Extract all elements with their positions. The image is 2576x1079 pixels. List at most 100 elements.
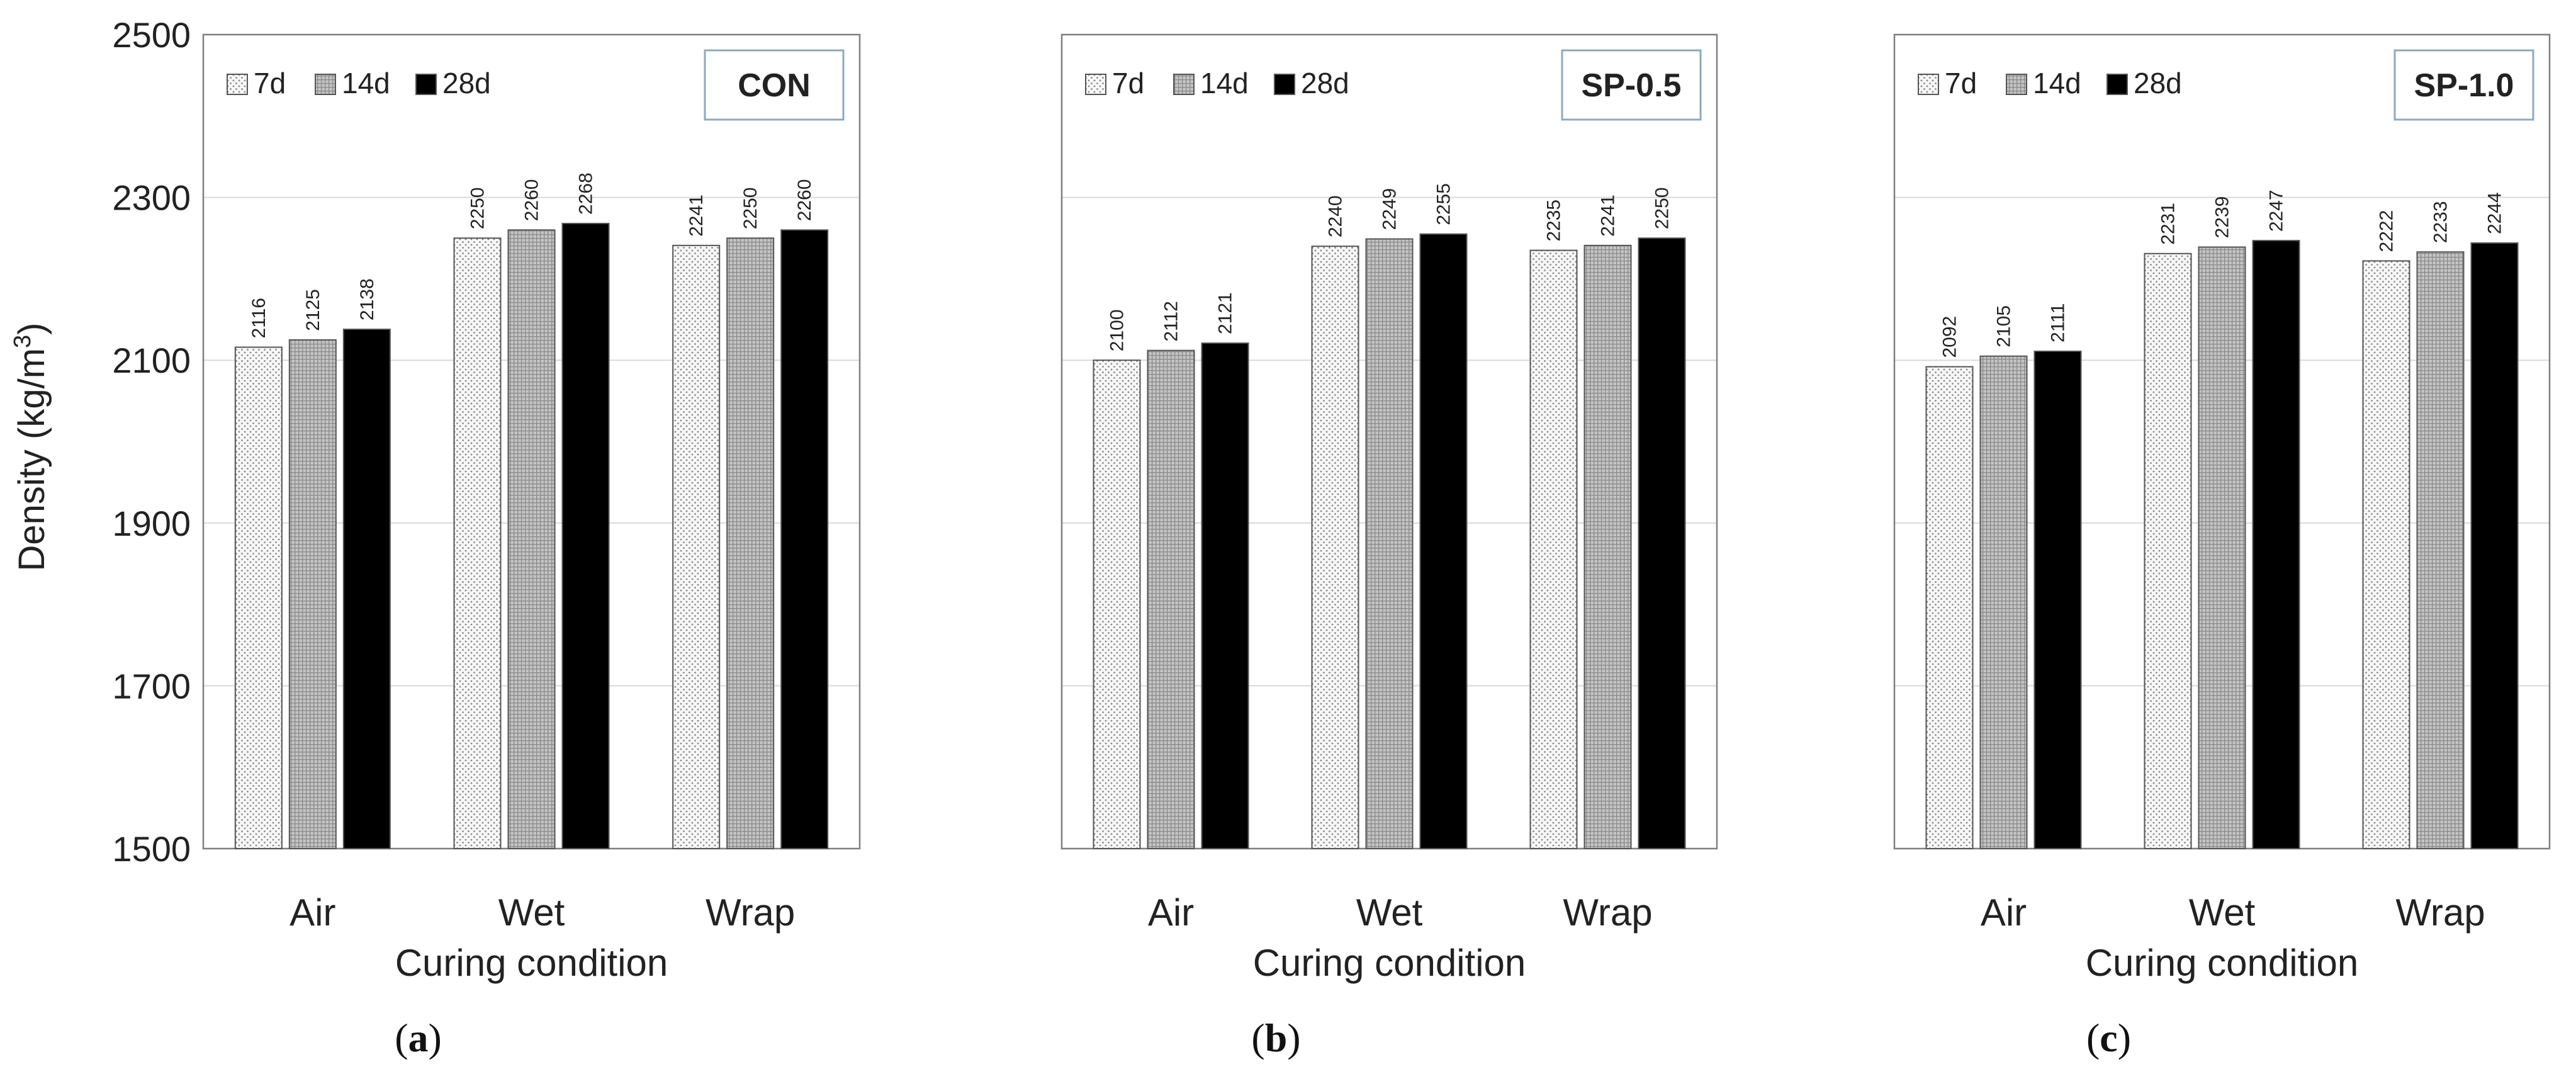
legend-swatch-14d	[1173, 74, 1195, 95]
x-tick-label: Wrap	[2395, 891, 2485, 934]
y-tick-label: 1500	[112, 829, 191, 869]
legend-swatch-28d	[415, 74, 437, 95]
bar-14d-air	[1147, 349, 1195, 849]
legend: 7d 14d 28d	[227, 67, 491, 99]
bar-7d-wrap	[1529, 249, 1578, 849]
legend-label-7d: 7d	[254, 67, 286, 99]
bar-28d-wet	[2252, 240, 2300, 849]
x-tick-label: Air	[1981, 891, 2027, 934]
y-tick-label: 1900	[112, 504, 191, 543]
x-axis-title: Curing condition	[1253, 942, 1526, 984]
bar-7d-wet	[1311, 246, 1359, 849]
data-label: 2255	[1434, 183, 1454, 225]
x-axis-title: Curing condition	[2086, 942, 2359, 984]
legend-swatch-7d	[1085, 74, 1106, 95]
y-axis-title: Density (kg/m3)	[9, 323, 52, 572]
chart-panel-b: 2100 2112 2121 Air 2240 2249 2255 Wet 2235 2241 22…	[1060, 33, 1718, 1060]
legend-label-14d: 14d	[2033, 67, 2081, 99]
chart-panel-c: 2092 2105 2111 Air 2231 2239 2247 Wet 2222 2233 22…	[1893, 33, 2551, 1060]
data-label: 2121	[1215, 292, 1236, 334]
data-label: 2260	[522, 179, 543, 222]
bar-7d-air	[1925, 366, 1974, 849]
bar-28d-air	[1201, 342, 1249, 849]
legend: 7d 14d 28d	[1085, 67, 1349, 99]
data-label: 2105	[1994, 305, 2015, 347]
legend-swatch-14d	[2006, 74, 2027, 95]
data-label: 2240	[1325, 195, 1346, 237]
data-label: 2092	[1940, 316, 1960, 358]
legend-swatch-28d	[2106, 74, 2128, 95]
data-label: 2233	[2431, 201, 2451, 243]
chart-panel-a: 1500 1700 1900 2100 2300 2500 2116 2125 2138 Air 2…	[112, 15, 861, 1060]
panel-title: CON	[738, 67, 811, 104]
data-label: 2268	[576, 172, 597, 215]
x-tick-label: Wet	[498, 891, 565, 934]
y-tick-label: 2100	[112, 341, 191, 380]
data-label: 2125	[303, 289, 323, 331]
bar-7d-air	[234, 346, 283, 849]
x-tick-label: Air	[1148, 891, 1194, 934]
y-tick-label: 2500	[112, 15, 191, 55]
data-label: 2250	[468, 188, 488, 230]
legend-swatch-28d	[1274, 74, 1295, 95]
data-label: 2241	[686, 195, 707, 237]
bar-14d-wet	[1365, 238, 1414, 849]
bar-7d-wrap	[672, 244, 721, 849]
data-label: 2250	[1652, 188, 1673, 230]
panel-title-box	[704, 49, 845, 121]
x-tick-label: Wet	[2189, 891, 2256, 934]
legend-label-14d: 14d	[1200, 67, 1249, 99]
legend-swatch-14d	[315, 74, 336, 95]
x-tick-label: Wrap	[706, 891, 795, 934]
bar-28d-wet	[561, 222, 610, 849]
data-label: 2235	[1544, 200, 1565, 242]
bar-28d-air	[342, 329, 391, 849]
bar-7d-wet	[453, 237, 502, 849]
bar-28d-wet	[1419, 233, 1468, 850]
data-label: 2112	[1161, 301, 1182, 342]
data-label: 2138	[357, 278, 378, 320]
y-tick-label: 1700	[112, 666, 191, 706]
panel-caption: (a)	[395, 1015, 442, 1060]
bar-7d-air	[1093, 359, 1141, 849]
bar-14d-wrap	[726, 237, 775, 849]
bar-28d-air	[2033, 350, 2082, 849]
data-label: 2250	[740, 188, 761, 230]
legend: 7d 14d 28d	[1918, 67, 2182, 99]
bar-28d-wrap	[2470, 242, 2519, 849]
legend-label-14d: 14d	[342, 67, 390, 99]
x-tick-label: Wet	[1356, 891, 1423, 934]
bar-14d-wrap	[1583, 244, 1632, 849]
legend-label-28d: 28d	[1301, 67, 1349, 99]
data-label: 2239	[2212, 196, 2233, 239]
panel-caption: (c)	[2086, 1015, 2131, 1060]
bar-7d-wrap	[2362, 260, 2410, 850]
x-tick-label: Wrap	[1563, 891, 1652, 934]
bar-14d-wet	[507, 229, 556, 849]
legend-swatch-7d	[227, 74, 248, 95]
data-label: 2249	[1380, 188, 1400, 230]
x-tick-label: Air	[290, 891, 335, 934]
data-label: 2241	[1598, 195, 1619, 237]
panel-caption: (b)	[1251, 1015, 1300, 1060]
data-label: 2116	[249, 298, 269, 339]
bar-14d-air	[288, 339, 337, 849]
panel-title: SP-0.5	[1582, 67, 1682, 104]
panel-title: SP-1.0	[2414, 67, 2514, 104]
legend-label-28d: 28d	[2134, 67, 2182, 99]
bar-14d-wrap	[2416, 251, 2465, 849]
data-label: 2222	[2376, 210, 2397, 252]
legend-label-7d: 7d	[1945, 67, 1977, 99]
bar-7d-wet	[2144, 252, 2192, 849]
panel-title-box	[2393, 49, 2534, 121]
bar-28d-wrap	[780, 229, 829, 849]
y-tick-label: 2300	[112, 178, 191, 218]
x-axis-title: Curing condition	[395, 942, 668, 984]
panel-title-box	[1561, 49, 1702, 121]
data-label: 2260	[794, 179, 815, 222]
bar-28d-wrap	[1638, 237, 1686, 849]
data-label: 2100	[1107, 309, 1128, 351]
legend-label-28d: 28d	[442, 67, 491, 99]
data-label: 2247	[2266, 189, 2287, 232]
